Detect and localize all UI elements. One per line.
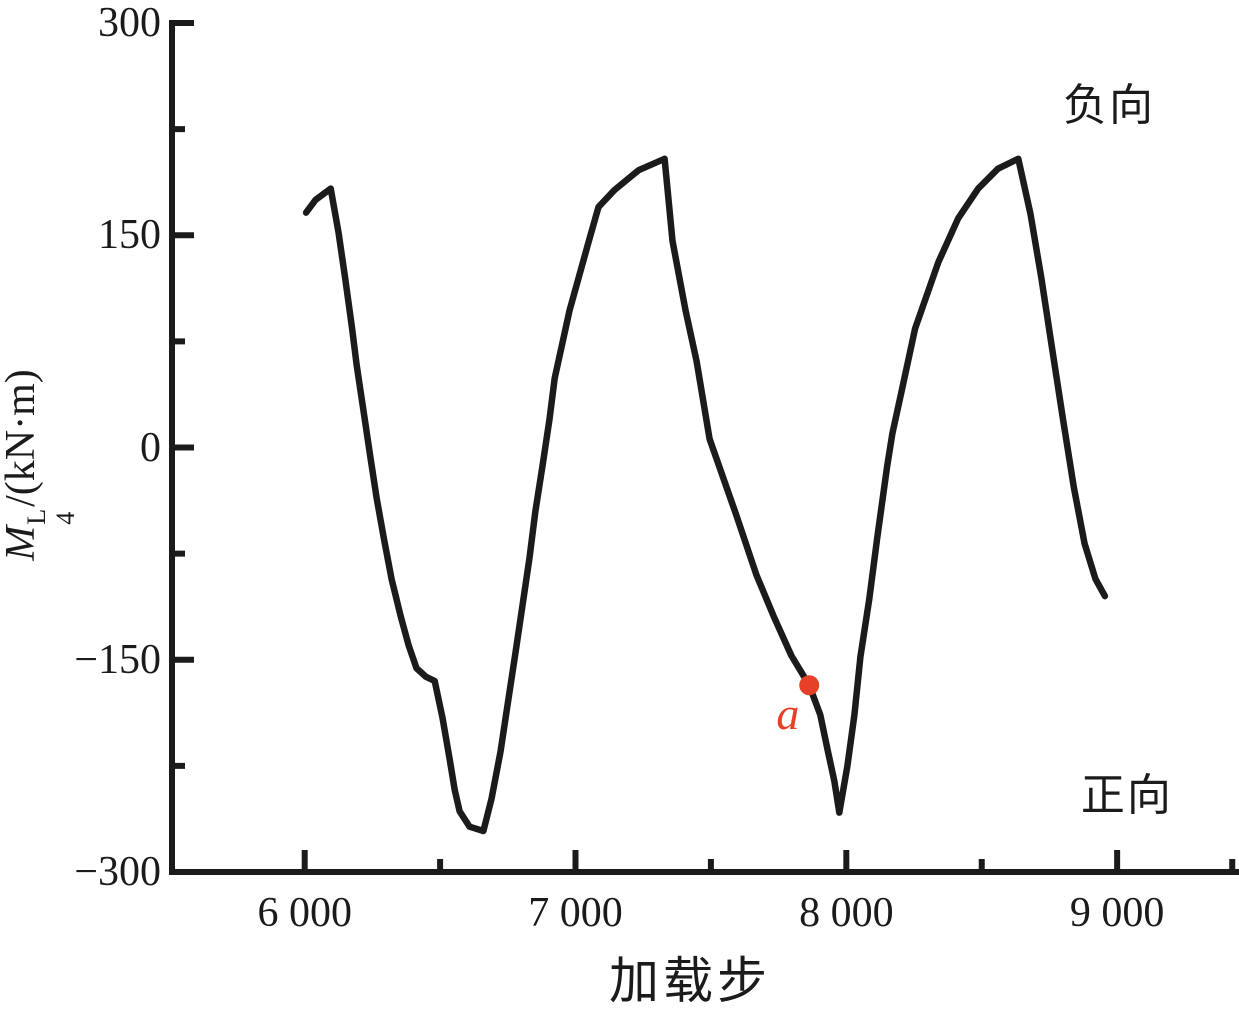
y-tick-label: 300 bbox=[98, 0, 161, 46]
y-tick-label: 0 bbox=[140, 424, 161, 471]
annotation-negative-direction: 负向 bbox=[1063, 81, 1155, 131]
y-tick-label: −300 bbox=[74, 849, 161, 895]
x-tick-label: 8 000 bbox=[799, 890, 894, 936]
y-axis-symbol: M bbox=[0, 525, 45, 561]
x-tick-label: 7 000 bbox=[528, 890, 623, 936]
x-tick-label: 9 000 bbox=[1069, 890, 1165, 936]
annotation-positive-direction: 正向 bbox=[1080, 770, 1173, 820]
point-a-marker bbox=[799, 675, 820, 696]
x-axis-title: 加载步 bbox=[609, 953, 771, 1009]
point-a-label: a bbox=[776, 687, 800, 739]
x-tick-label: 6 000 bbox=[257, 890, 352, 936]
y-tick-label: −150 bbox=[74, 636, 161, 683]
moment-curve bbox=[302, 155, 1109, 835]
y-tick-label: 150 bbox=[98, 212, 161, 259]
